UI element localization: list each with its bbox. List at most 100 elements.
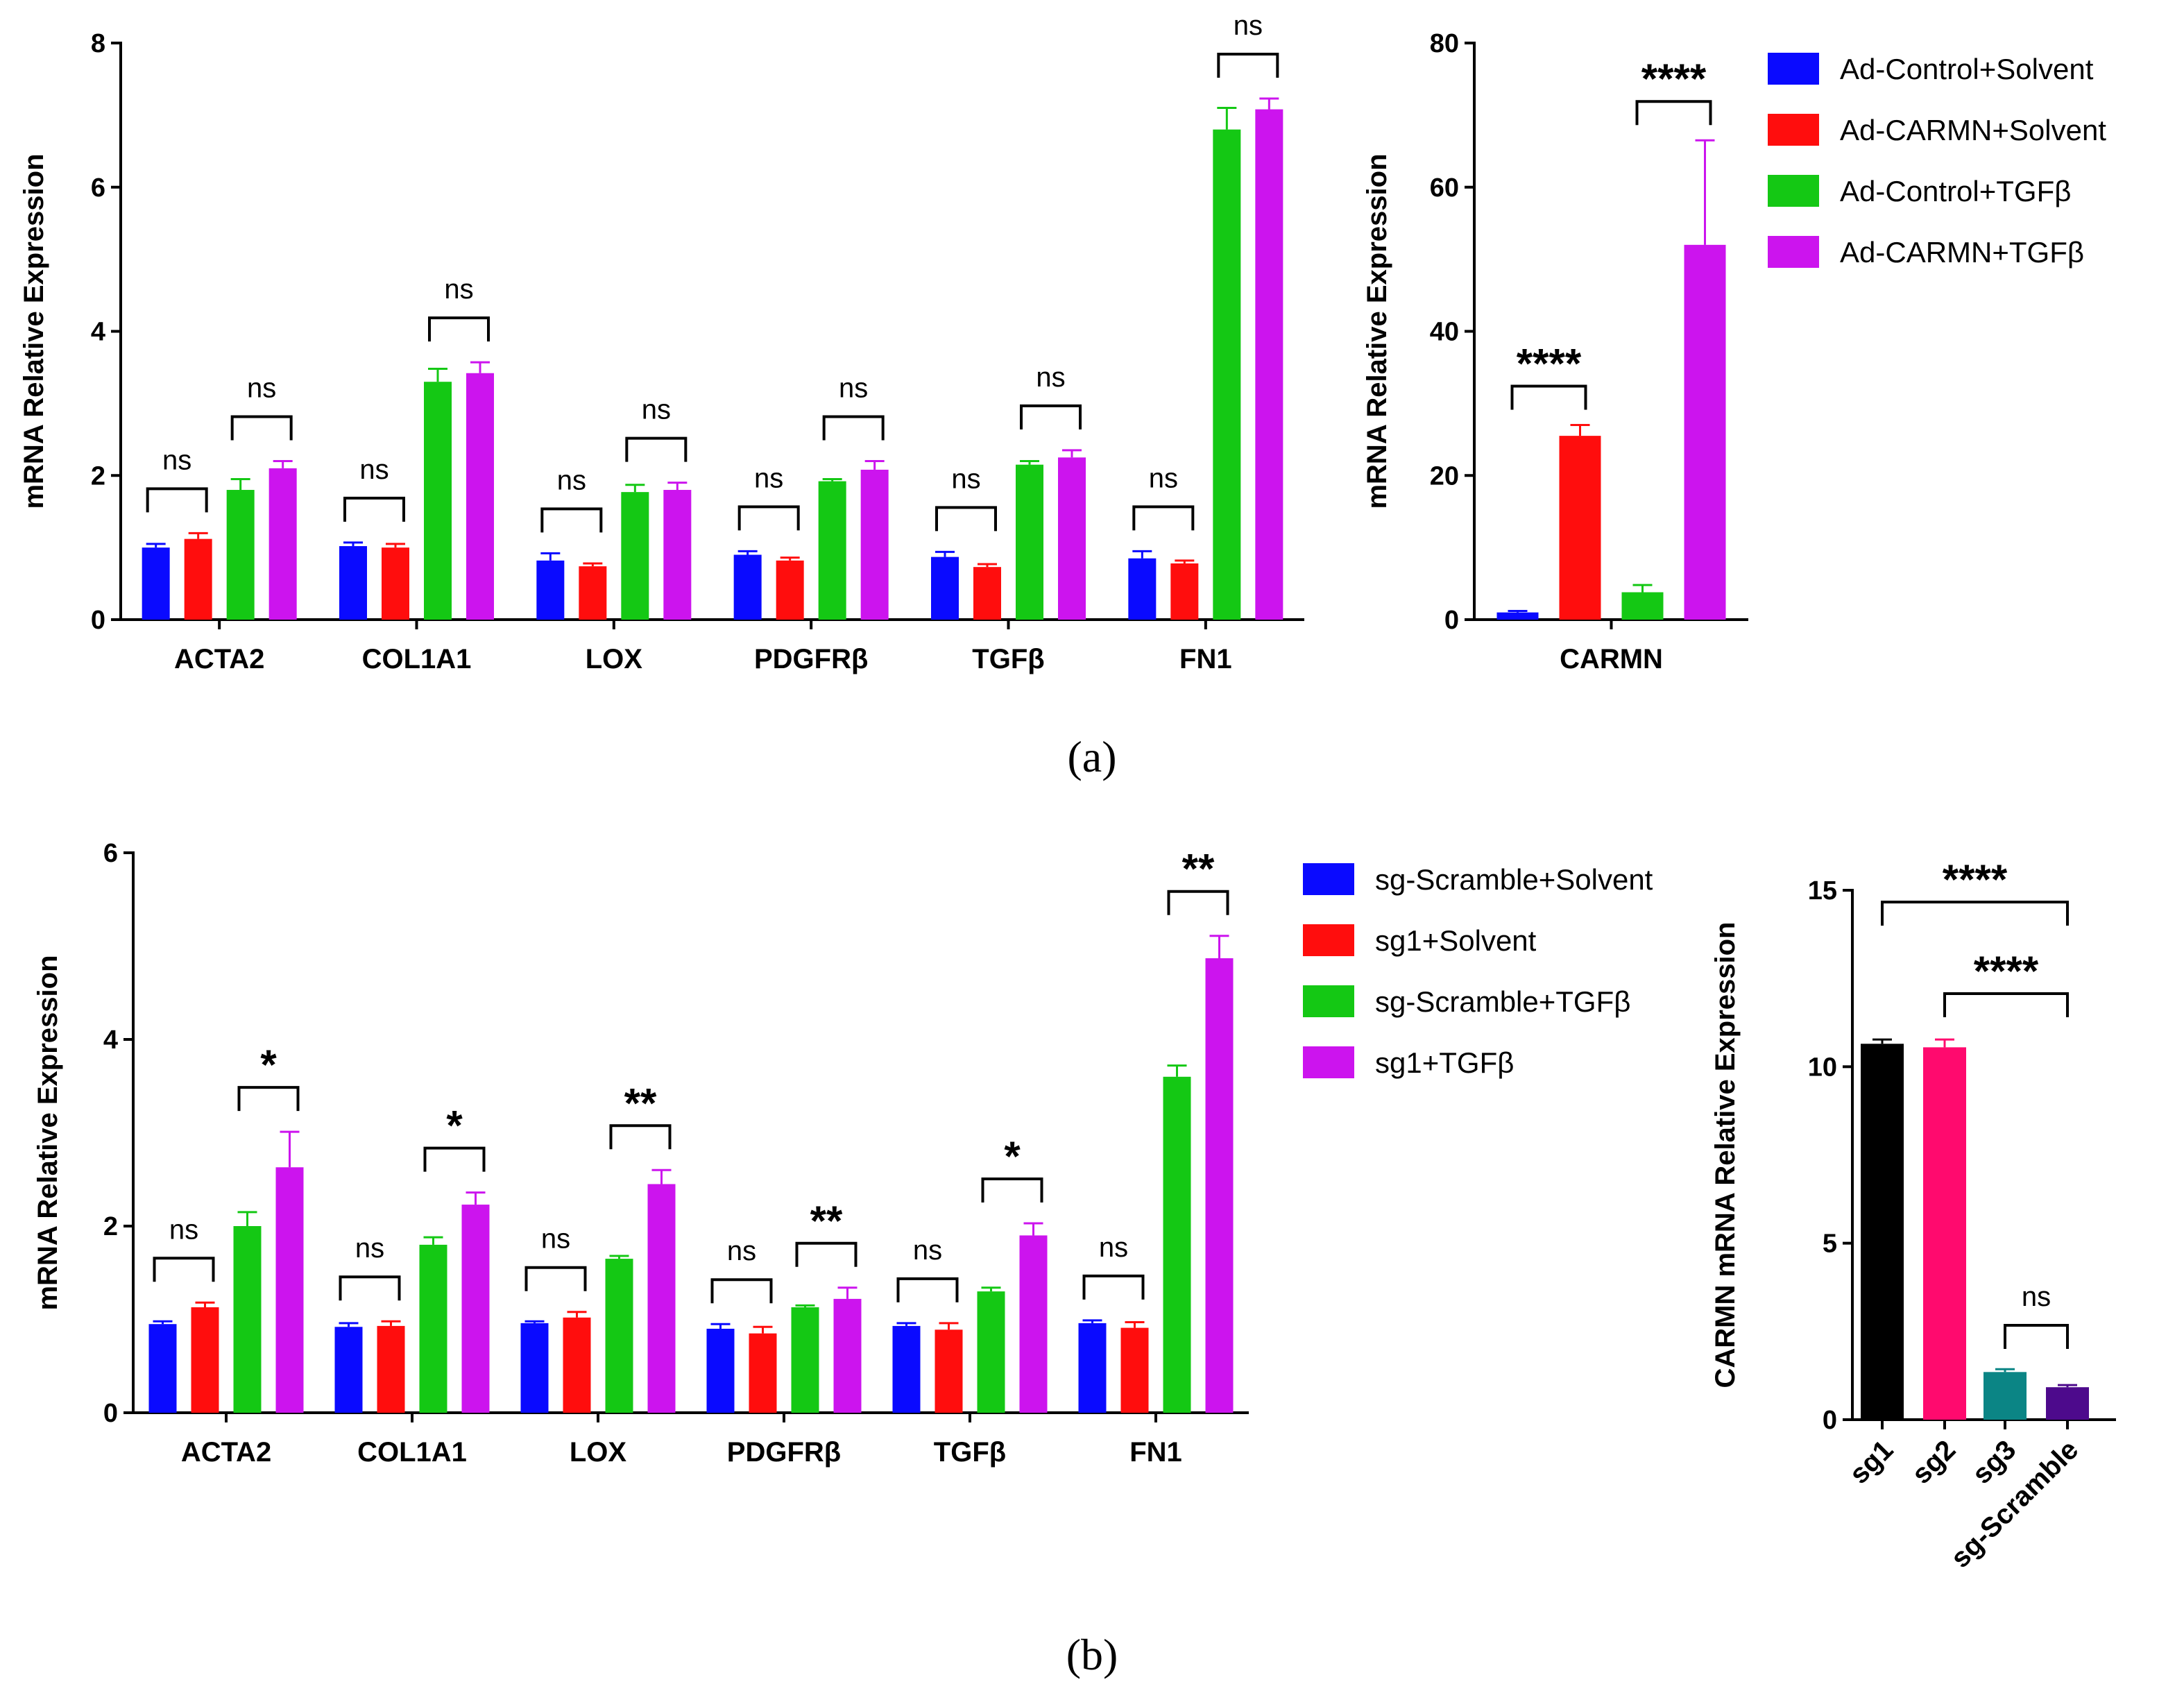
y-axis-title: CARMN mRNA Relative Expression xyxy=(1710,921,1741,1388)
bar-PDGFRβ-2 xyxy=(818,481,846,620)
significance-bracket xyxy=(625,436,688,462)
bar-ACTA2-2 xyxy=(233,1226,262,1413)
bar-PDGFRβ-0 xyxy=(733,554,762,620)
x-tick-label: TGFβ xyxy=(972,644,1044,674)
significance-bracket xyxy=(343,496,405,522)
y-axis-title: mRNA Relative Expression xyxy=(19,153,49,509)
bar-FN1-2 xyxy=(1213,129,1241,620)
legend-label: Ad-CARMN+Solvent xyxy=(1840,114,2106,146)
legend-swatch xyxy=(1768,53,1819,85)
bar-PDGFRβ-1 xyxy=(749,1333,777,1413)
bar-ACTA2-0 xyxy=(142,547,170,620)
bar-COL1A1-2 xyxy=(419,1244,447,1413)
bar-LOX-3 xyxy=(647,1184,676,1413)
significance-label: ns xyxy=(247,373,276,403)
y-tick-label: 80 xyxy=(1430,29,1459,58)
significance-label: ns xyxy=(951,464,980,494)
significance-label: **** xyxy=(1974,948,2039,994)
legend-swatch xyxy=(1768,114,1819,146)
bar-TGFβ-3 xyxy=(1058,457,1086,620)
significance-bracket xyxy=(1020,404,1082,430)
significance-bracket xyxy=(230,415,293,441)
y-tick-label: 5 xyxy=(1823,1230,1837,1259)
bar-LOX-2 xyxy=(605,1259,633,1413)
y-tick-label: 40 xyxy=(1430,318,1459,347)
x-tick-label: COL1A1 xyxy=(357,1437,467,1468)
bar-TGFβ-2 xyxy=(1016,464,1043,620)
bar-PDGFRβ-3 xyxy=(860,469,889,620)
significance-label: ns xyxy=(359,454,389,485)
y-tick-label: 60 xyxy=(1430,173,1459,203)
legend-swatch xyxy=(1303,985,1354,1017)
bar-FN1-3 xyxy=(1205,958,1234,1413)
significance-bracket xyxy=(896,1277,959,1302)
significance-bracket xyxy=(237,1086,300,1112)
y-tick-label: 4 xyxy=(103,1026,118,1055)
legend-label: sg-Scramble+Solvent xyxy=(1375,863,1653,896)
significance-bracket xyxy=(1943,992,2069,1017)
significance-bracket xyxy=(2004,1324,2069,1349)
y-tick-label: 6 xyxy=(91,173,105,203)
bar-CARMN-1 xyxy=(1559,436,1601,620)
significance-label: ns xyxy=(1234,10,1263,41)
bar-ACTA2-3 xyxy=(268,468,297,620)
significance-bracket xyxy=(1167,890,1229,915)
bar-LOX-0 xyxy=(536,560,565,620)
bar-FN1-1 xyxy=(1120,1327,1149,1413)
panel-label-b: (b) xyxy=(1066,1630,1118,1679)
y-tick-label: 2 xyxy=(91,461,105,491)
legend-label: sg1+Solvent xyxy=(1375,924,1537,957)
bar-ACTA2-3 xyxy=(275,1167,304,1413)
bar-COL1A1-3 xyxy=(466,373,494,620)
significance-bracket xyxy=(822,415,885,441)
x-tick-label: FN1 xyxy=(1179,644,1232,674)
bar-ACTA2-2 xyxy=(226,490,255,620)
significance-bracket xyxy=(428,316,490,342)
y-tick-label: 0 xyxy=(1444,606,1459,635)
x-tick-label: sg2 xyxy=(1906,1434,1962,1490)
significance-label: ** xyxy=(810,1198,843,1244)
legend-swatch xyxy=(1303,1046,1354,1078)
legend-label: Ad-Control+TGFβ xyxy=(1840,175,2071,207)
legend-b: sg-Scramble+Solvent sg1+Solvent sg-Scrambl… xyxy=(1303,863,1653,1079)
x-tick-label: FN1 xyxy=(1129,1437,1182,1468)
bar-CARMN-3 xyxy=(1684,244,1726,620)
bar-ACTA2-1 xyxy=(184,538,212,620)
significance-label: ** xyxy=(624,1080,657,1126)
significance-label: ns xyxy=(1099,1232,1128,1263)
legend-label: sg1+TGFβ xyxy=(1375,1046,1514,1079)
bar-COL1A1-1 xyxy=(377,1325,405,1413)
significance-bracket xyxy=(423,1146,486,1172)
significance-bracket xyxy=(1510,384,1587,410)
x-tick-label: PDGFRβ xyxy=(727,1437,841,1468)
x-tick-label: CARMN xyxy=(1560,644,1663,674)
significance-label: * xyxy=(260,1042,277,1088)
bar-sg2 xyxy=(1923,1047,1966,1420)
y-tick-label: 0 xyxy=(91,606,105,635)
bar-FN1-3 xyxy=(1255,109,1283,620)
significance-label: ns xyxy=(642,395,671,425)
legend-label: sg-Scramble+TGFβ xyxy=(1375,985,1630,1018)
x-tick-label: ACTA2 xyxy=(174,644,264,674)
significance-bracket xyxy=(146,487,208,513)
x-tick-label: PDGFRβ xyxy=(754,644,868,674)
legend-a: Ad-Control+Solvent Ad-CARMN+Solvent Ad-Con… xyxy=(1768,53,2106,269)
bar-FN1-0 xyxy=(1128,558,1157,620)
bar-COL1A1-3 xyxy=(461,1205,490,1413)
bar-PDGFRβ-1 xyxy=(776,560,804,620)
significance-bracket xyxy=(540,507,603,533)
significance-label: ns xyxy=(557,465,586,495)
x-tick-label: ACTA2 xyxy=(181,1437,271,1468)
significance-label: * xyxy=(1004,1133,1021,1180)
significance-label: ns xyxy=(913,1235,942,1266)
y-tick-label: 10 xyxy=(1808,1053,1837,1082)
bar-sg-Scramble xyxy=(2046,1387,2089,1420)
significance-bracket xyxy=(1082,1274,1145,1300)
significance-label: * xyxy=(446,1103,463,1149)
legend-swatch xyxy=(1303,924,1354,956)
y-tick-label: 4 xyxy=(91,318,105,347)
x-tick-label: LOX xyxy=(586,644,643,674)
significance-bracket xyxy=(339,1275,401,1301)
